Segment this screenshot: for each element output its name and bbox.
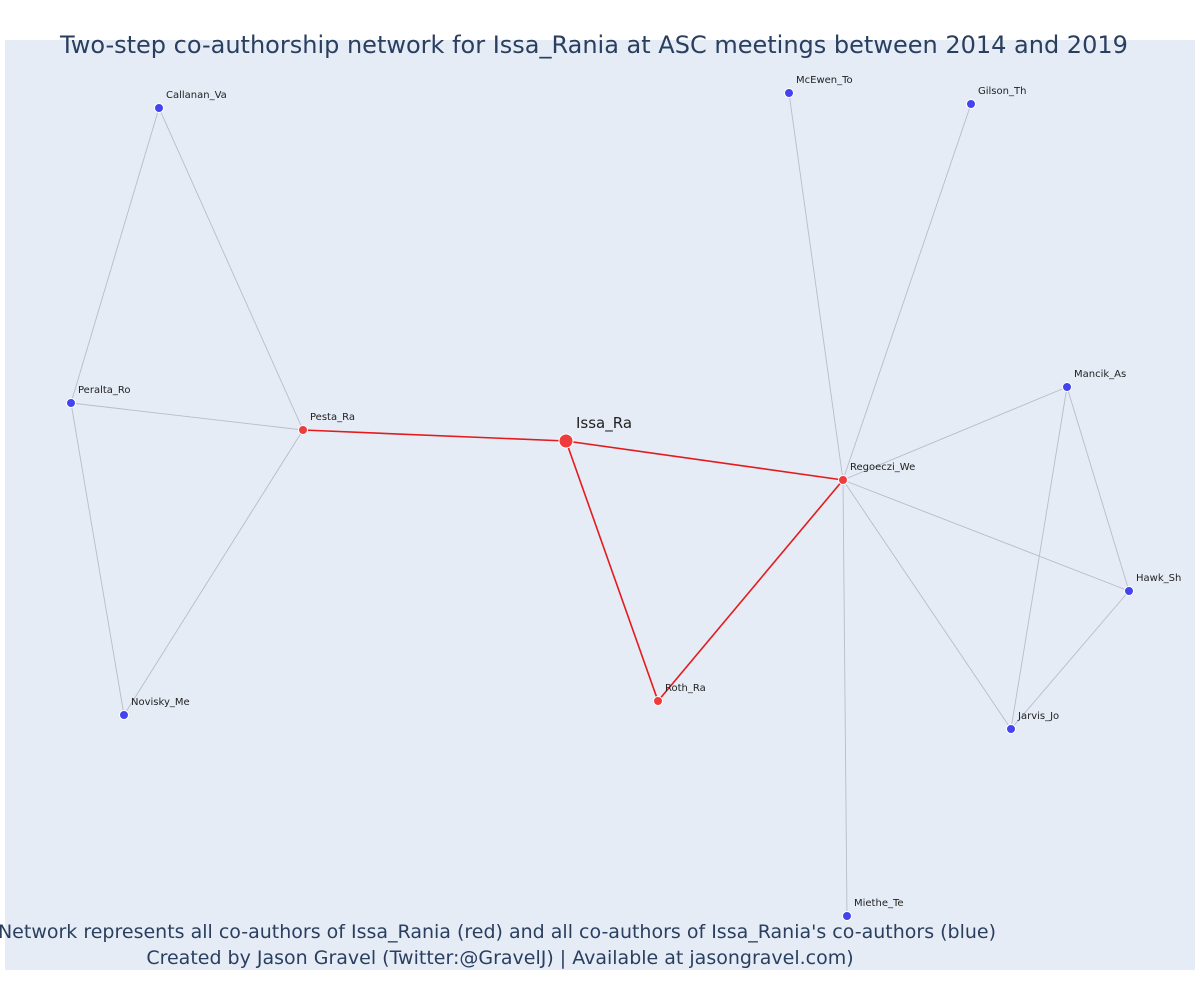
edge-Regoeczi_We-McEwen_To <box>788 92 844 481</box>
node-label-Mancik_As: Mancik_As <box>1074 369 1126 380</box>
edge-Issa_Ra-Regoeczi_We <box>565 440 844 481</box>
edge-Peralta_Ro-Novisky_Me <box>70 402 125 716</box>
edge-Regoeczi_We-Jarvis_Jo <box>842 479 1012 730</box>
edge-Issa_Ra-Roth_Ra <box>565 440 659 702</box>
node-label-Novisky_Me: Novisky_Me <box>131 697 190 708</box>
node-Novisky_Me[interactable] <box>119 710 129 720</box>
node-label-Pesta_Ra: Pesta_Ra <box>310 412 355 423</box>
plot-background <box>5 40 1195 970</box>
edge-Mancik_As-Hawk_Sh <box>1066 386 1130 592</box>
node-Regoeczi_We[interactable] <box>838 475 848 485</box>
edge-Pesta_Ra-Callanan_Va <box>158 107 304 431</box>
node-label-Peralta_Ro: Peralta_Ro <box>78 385 131 396</box>
node-label-Callanan_Va: Callanan_Va <box>166 90 227 101</box>
edge-Mancik_As-Jarvis_Jo <box>1010 386 1068 730</box>
node-layer <box>66 88 1134 921</box>
node-Pesta_Ra[interactable] <box>298 425 308 435</box>
edge-Callanan_Va-Peralta_Ro <box>70 107 160 404</box>
node-Peralta_Ro[interactable] <box>66 398 76 408</box>
edge-Pesta_Ra-Novisky_Me <box>123 429 304 716</box>
node-label-Gilson_Th: Gilson_Th <box>978 86 1026 97</box>
chart-title: Two-step co-authorship network for Issa_… <box>59 31 1128 59</box>
node-Issa_Ra[interactable] <box>558 433 574 449</box>
node-Hawk_Sh[interactable] <box>1124 586 1134 596</box>
edge-layer <box>70 92 1130 917</box>
edge-Roth_Ra-Regoeczi_We <box>657 479 844 702</box>
node-Callanan_Va[interactable] <box>154 103 164 113</box>
node-label-Issa_Ra: Issa_Ra <box>576 414 632 433</box>
node-Miethe_Te[interactable] <box>842 911 852 921</box>
label-layer: Issa_Ra Pesta_Ra Regoeczi_We Roth_Ra Callana… <box>78 75 1181 909</box>
edge-Regoeczi_We-Gilson_Th <box>842 103 972 481</box>
node-McEwen_To[interactable] <box>784 88 794 98</box>
caption-line-2: Created by Jason Gravel (Twitter:@Gravel… <box>146 947 853 969</box>
node-Mancik_As[interactable] <box>1062 382 1072 392</box>
edge-Issa_Ra-Pesta_Ra <box>302 429 567 442</box>
node-Jarvis_Jo[interactable] <box>1006 724 1016 734</box>
edge-Regoeczi_We-Mancik_As <box>842 386 1068 481</box>
node-label-McEwen_To: McEwen_To <box>796 75 853 86</box>
node-label-Miethe_Te: Miethe_Te <box>854 898 904 909</box>
node-label-Hawk_Sh: Hawk_Sh <box>1136 573 1181 584</box>
node-label-Roth_Ra: Roth_Ra <box>665 683 706 694</box>
node-Roth_Ra[interactable] <box>653 696 663 706</box>
edge-Pesta_Ra-Peralta_Ro <box>70 402 304 431</box>
edge-Regoeczi_We-Hawk_Sh <box>842 479 1130 592</box>
node-label-Regoeczi_We: Regoeczi_We <box>850 462 915 473</box>
edge-Hawk_Sh-Jarvis_Jo <box>1010 590 1130 730</box>
node-Gilson_Th[interactable] <box>966 99 976 109</box>
edge-Regoeczi_We-Miethe_Te <box>842 479 848 917</box>
node-label-Jarvis_Jo: Jarvis_Jo <box>1017 711 1059 722</box>
caption-line-1: Network represents all co-authors of Iss… <box>0 921 996 943</box>
